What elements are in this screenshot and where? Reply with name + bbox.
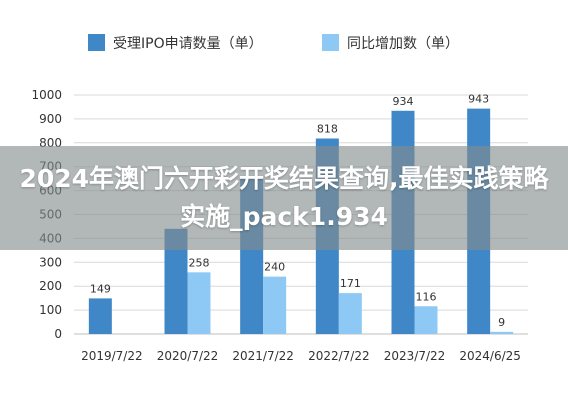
- data-label: 934: [393, 95, 414, 108]
- data-label: 818: [317, 122, 338, 135]
- legend-swatch-2: [322, 34, 339, 51]
- data-label: 9: [498, 316, 505, 329]
- x-tick-label: 2019/7/22: [81, 349, 143, 363]
- data-label: 149: [90, 282, 111, 295]
- x-tick-label: 2022/7/22: [308, 349, 370, 363]
- data-label: 240: [264, 261, 285, 274]
- data-label: 171: [340, 277, 361, 290]
- bar-series2-2022-7-22: [338, 293, 362, 334]
- bar-series1-2019-7-22: [88, 298, 112, 334]
- y-tick-label: 900: [39, 112, 62, 126]
- y-tick-label: 200: [39, 279, 62, 293]
- legend-swatch-1: [88, 34, 105, 51]
- bar-series2-2021-7-22: [263, 276, 287, 334]
- data-label: 943: [468, 93, 489, 106]
- bar-series1-2020-7-22: [164, 228, 188, 334]
- legend-label-1: 受理IPO申请数量（单）: [113, 36, 263, 52]
- x-tick-label: 2020/7/22: [157, 349, 219, 363]
- y-tick-label: 1000: [31, 88, 62, 102]
- bar-series2-2024-6-25: [490, 331, 514, 334]
- bar-series2-2023-7-22: [414, 306, 438, 334]
- bar-series2-2020-7-22: [187, 272, 211, 334]
- data-label: 258: [189, 256, 210, 269]
- watermark-title: 2024年澳门六开彩开奖结果查询,最佳实践策略实施_pack1.934: [19, 164, 549, 231]
- watermark-banner: [0, 146, 568, 250]
- x-tick-label: 2021/7/22: [232, 349, 294, 363]
- x-tick-label: 2024/6/25: [459, 349, 521, 363]
- legend-label-2: 同比增加数（单）: [347, 36, 459, 52]
- y-tick-label: 300: [39, 255, 62, 269]
- y-tick-label: 100: [39, 303, 62, 317]
- data-label: 116: [416, 290, 437, 303]
- x-tick-label: 2023/7/22: [384, 349, 446, 363]
- y-tick-label: 0: [54, 327, 62, 341]
